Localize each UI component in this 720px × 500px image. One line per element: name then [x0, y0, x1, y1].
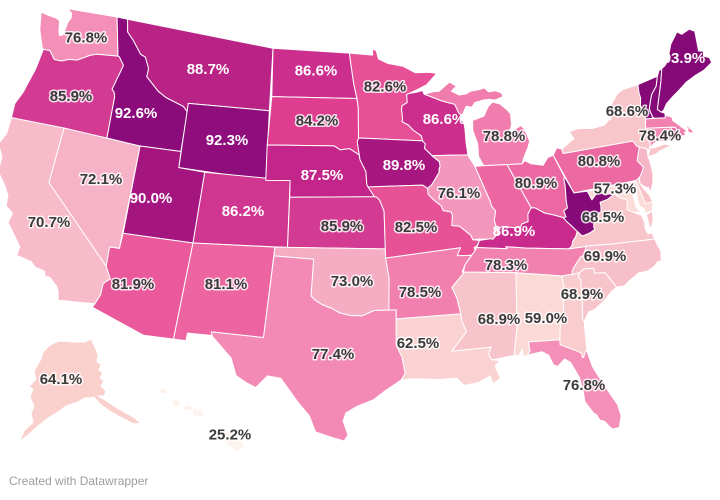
svg-text:88.7%: 88.7% [187, 61, 230, 78]
svg-text:81.9%: 81.9% [112, 276, 155, 293]
svg-text:62.5%: 62.5% [397, 335, 440, 352]
svg-text:78.5%: 78.5% [399, 284, 442, 301]
svg-text:90.0%: 90.0% [130, 190, 173, 207]
svg-text:85.9%: 85.9% [321, 218, 364, 235]
svg-text:93.9%: 93.9% [663, 50, 706, 67]
svg-text:59.0%: 59.0% [525, 310, 568, 327]
svg-text:80.8%: 80.8% [578, 153, 621, 170]
svg-text:92.6%: 92.6% [115, 105, 158, 122]
svg-text:78.4%: 78.4% [639, 128, 682, 145]
svg-text:76.8%: 76.8% [563, 377, 606, 394]
svg-text:72.1%: 72.1% [80, 171, 123, 188]
svg-text:81.1%: 81.1% [205, 276, 248, 293]
svg-text:64.1%: 64.1% [40, 371, 83, 388]
svg-text:68.6%: 68.6% [606, 103, 649, 120]
svg-text:73.0%: 73.0% [331, 273, 374, 290]
svg-text:76.1%: 76.1% [438, 185, 481, 202]
svg-text:57.3%: 57.3% [594, 181, 637, 198]
svg-text:82.6%: 82.6% [364, 79, 407, 96]
svg-text:86.6%: 86.6% [295, 63, 338, 80]
svg-text:68.9%: 68.9% [561, 286, 604, 303]
svg-text:78.3%: 78.3% [485, 257, 528, 274]
svg-text:80.9%: 80.9% [515, 175, 558, 192]
svg-text:85.9%: 85.9% [50, 88, 93, 105]
svg-text:68.9%: 68.9% [478, 311, 521, 328]
svg-text:84.2%: 84.2% [296, 113, 339, 130]
svg-text:69.9%: 69.9% [584, 248, 627, 265]
svg-text:70.7%: 70.7% [28, 214, 71, 231]
svg-text:Created with Datawrapper: Created with Datawrapper [9, 474, 148, 488]
svg-text:68.5%: 68.5% [582, 209, 625, 226]
svg-text:86.2%: 86.2% [222, 203, 265, 220]
svg-text:87.5%: 87.5% [301, 167, 344, 184]
svg-text:77.4%: 77.4% [312, 346, 355, 363]
svg-text:76.8%: 76.8% [65, 30, 108, 47]
svg-text:25.2%: 25.2% [209, 427, 252, 444]
svg-text:86.6%: 86.6% [423, 111, 466, 128]
svg-text:78.8%: 78.8% [483, 128, 526, 145]
svg-text:89.8%: 89.8% [383, 157, 426, 174]
svg-text:86.9%: 86.9% [493, 223, 536, 240]
svg-text:82.5%: 82.5% [395, 219, 438, 236]
svg-text:92.3%: 92.3% [206, 132, 249, 149]
